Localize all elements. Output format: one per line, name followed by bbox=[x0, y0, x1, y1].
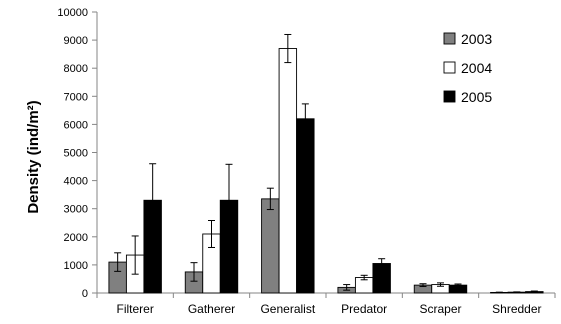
y-tick-label: 3000 bbox=[64, 204, 88, 216]
y-tick-label: 10000 bbox=[57, 7, 88, 19]
legend-swatch-2004 bbox=[444, 62, 455, 73]
x-tick-label: Shredder bbox=[492, 302, 541, 316]
x-tick-label: Gatherer bbox=[188, 302, 235, 316]
y-axis-title: Density (ind/m²) bbox=[25, 100, 42, 213]
y-axis: 0 1000 2000 3000 4000 5000 6000 7000 8000 9000 100… bbox=[57, 7, 97, 300]
x-axis: Filterer Gatherer Generalist Predator Scrape… bbox=[97, 293, 555, 316]
y-tick-label: 7000 bbox=[64, 91, 88, 103]
legend-swatch-2003 bbox=[444, 33, 455, 44]
bar-2004-generalist bbox=[279, 49, 297, 293]
bar-2003-generalist bbox=[262, 199, 280, 293]
x-tick-label: Scraper bbox=[419, 302, 461, 316]
y-tick-label: 4000 bbox=[64, 176, 88, 188]
legend-swatch-2005 bbox=[444, 91, 455, 102]
y-tick-label: 1000 bbox=[64, 260, 88, 272]
legend-label-2003: 2003 bbox=[461, 31, 492, 47]
y-tick-label: 5000 bbox=[64, 148, 88, 160]
y-tick-label: 9000 bbox=[64, 35, 88, 47]
x-tick-label: Predator bbox=[341, 302, 387, 316]
y-tick-label: 2000 bbox=[64, 232, 88, 244]
x-tick-label: Filterer bbox=[116, 302, 153, 316]
bar-2005-generalist bbox=[297, 119, 315, 293]
y-tick-label: 0 bbox=[82, 288, 88, 300]
x-tick-label: Generalist bbox=[260, 302, 315, 316]
legend-label-2004: 2004 bbox=[461, 60, 492, 76]
bars bbox=[109, 49, 543, 293]
legend-label-2005: 2005 bbox=[461, 89, 492, 105]
legend: 2003 2004 2005 bbox=[444, 31, 492, 105]
y-tick-label: 6000 bbox=[64, 119, 88, 131]
y-tick-label: 8000 bbox=[64, 63, 88, 75]
